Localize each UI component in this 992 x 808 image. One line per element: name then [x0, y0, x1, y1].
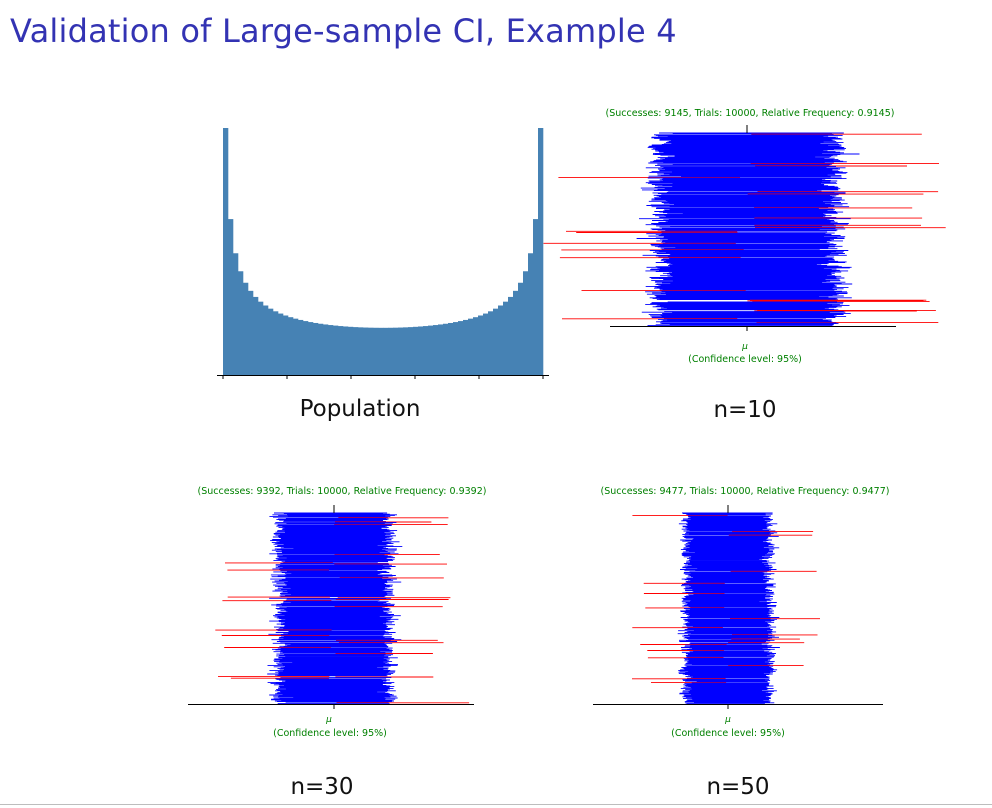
histogram-bar — [273, 311, 279, 375]
histogram-bar — [223, 128, 229, 375]
histogram-bar — [228, 219, 234, 375]
histogram-bar — [438, 324, 444, 375]
ci-footer-n50: (Confidence level: 95%) — [671, 728, 785, 739]
histogram-bar — [373, 327, 379, 375]
ci-plot-n10: (Successes: 9145, Trials: 10000, Relativ… — [543, 108, 946, 365]
histogram-bar — [338, 326, 344, 375]
histogram-bar — [378, 327, 384, 375]
histogram-bar — [533, 219, 539, 375]
histogram-bar — [243, 282, 249, 375]
ci-caption-n50: n=50 — [706, 774, 770, 800]
histogram-bar — [233, 253, 239, 375]
histogram-bar — [303, 321, 309, 375]
histogram-bar — [513, 290, 519, 375]
histogram-bar — [433, 325, 439, 375]
ci-header-n30: (Successes: 9392, Trials: 10000, Relativ… — [198, 486, 487, 497]
mu-label-n30: μ — [325, 715, 332, 725]
slide-title: Validation of Large-sample CI, Example 4 — [10, 12, 677, 50]
ci-header-n10: (Successes: 9145, Trials: 10000, Relativ… — [606, 108, 895, 119]
histogram-bar — [363, 327, 369, 375]
histogram-bar — [333, 325, 339, 375]
histogram-bar — [263, 305, 269, 375]
histogram-bar — [293, 318, 299, 375]
histogram-bar — [248, 290, 254, 375]
histogram-bar — [408, 327, 414, 375]
mu-label-n50: μ — [724, 715, 731, 725]
histogram-bar — [328, 325, 334, 375]
histogram-bar — [323, 324, 329, 375]
histogram-bar — [343, 326, 349, 375]
histogram-bar — [468, 318, 474, 375]
histogram-bar — [368, 327, 374, 375]
histogram-bar — [238, 271, 244, 375]
histogram-bar — [473, 317, 479, 375]
histogram-bar — [388, 327, 394, 375]
histogram-bar — [508, 296, 514, 375]
histogram-bar — [503, 301, 509, 375]
histogram-bar — [448, 322, 454, 375]
histogram-bar — [528, 253, 534, 375]
histogram-bar — [268, 308, 274, 375]
histogram-bar — [348, 326, 354, 375]
histogram-bar — [283, 315, 289, 375]
histogram-bar — [493, 308, 499, 375]
histogram-bar — [318, 323, 324, 375]
ci-footer-n10: (Confidence level: 95%) — [688, 354, 802, 365]
histogram-bar — [253, 296, 259, 375]
ci-panel-n10: (Successes: 9145, Trials: 10000, Relativ… — [543, 100, 946, 380]
ci-caption-n30: n=30 — [290, 774, 354, 800]
interval-lines — [215, 512, 470, 704]
ci-panel-n30: (Successes: 9392, Trials: 10000, Relativ… — [170, 478, 510, 748]
population-panel — [200, 120, 560, 390]
histogram-bar — [518, 282, 524, 375]
ci-caption-n10: n=10 — [713, 397, 777, 423]
histogram-bar — [423, 326, 429, 375]
population-caption: Population — [299, 396, 421, 422]
histogram-bar — [443, 323, 449, 375]
histogram-bar — [398, 327, 404, 375]
histogram-bar — [383, 327, 389, 375]
histogram-bar — [258, 301, 264, 375]
histogram-bar — [478, 315, 484, 375]
histogram-bar — [308, 322, 314, 375]
histogram-bar — [463, 319, 469, 375]
histogram-bar — [313, 322, 319, 375]
histogram-bar — [358, 327, 364, 375]
ci-header-n50: (Successes: 9477, Trials: 10000, Relativ… — [601, 486, 890, 497]
histogram-bar — [498, 305, 504, 375]
histogram-bar — [538, 128, 544, 375]
histogram-bar — [353, 327, 359, 375]
ci-plot-n50: (Successes: 9477, Trials: 10000, Relativ… — [593, 486, 890, 739]
interval-lines — [543, 132, 946, 326]
ci-footer-n30: (Confidence level: 95%) — [273, 728, 387, 739]
histogram-bar — [393, 327, 399, 375]
population-histogram — [217, 128, 549, 379]
histogram-bar — [413, 326, 419, 375]
histogram-bar — [418, 326, 424, 375]
ci-panel-n50: (Successes: 9477, Trials: 10000, Relativ… — [575, 478, 915, 748]
slide-footer-rule — [0, 804, 992, 805]
histogram-bar — [483, 313, 489, 375]
histogram-bar — [453, 322, 459, 375]
histogram-bar — [488, 311, 494, 375]
interval-lines — [632, 512, 820, 704]
histogram-bar — [458, 321, 464, 375]
histogram-bar — [288, 317, 294, 375]
ci-plot-n30: (Successes: 9392, Trials: 10000, Relativ… — [188, 486, 487, 739]
mu-label-n10: μ — [741, 342, 748, 352]
histogram-bar — [278, 313, 284, 375]
histogram-bar — [523, 271, 529, 375]
histogram-bar — [403, 327, 409, 375]
histogram-bar — [298, 319, 304, 375]
histogram-bar — [428, 325, 434, 375]
